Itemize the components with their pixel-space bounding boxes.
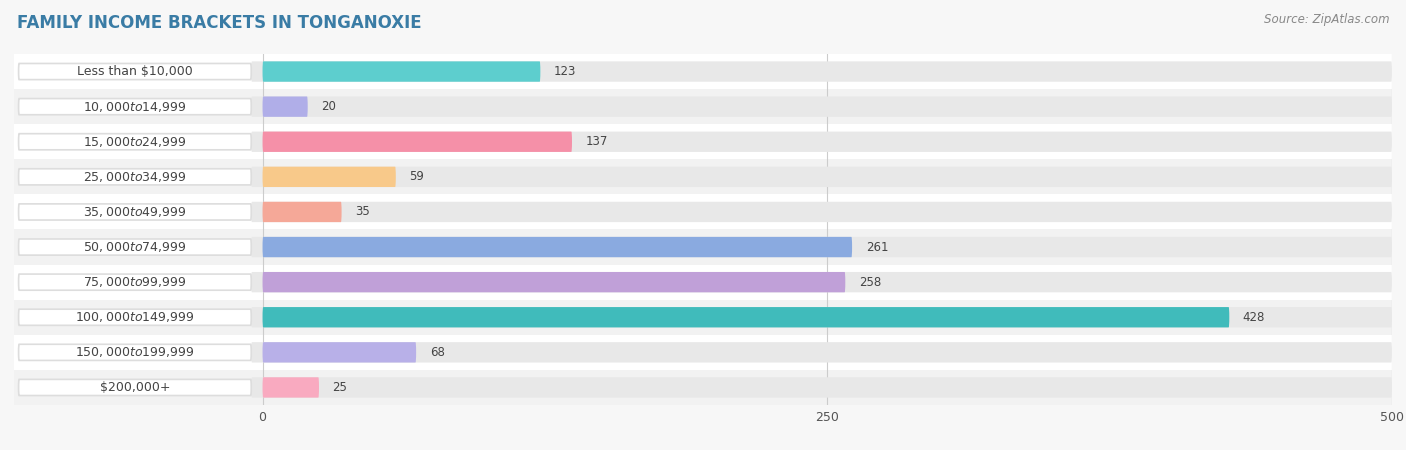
- FancyBboxPatch shape: [18, 99, 252, 115]
- FancyBboxPatch shape: [14, 230, 1392, 265]
- FancyBboxPatch shape: [18, 134, 252, 150]
- FancyBboxPatch shape: [252, 202, 1392, 222]
- Text: $200,000+: $200,000+: [100, 381, 170, 394]
- FancyBboxPatch shape: [252, 237, 1392, 257]
- Text: 25: 25: [333, 381, 347, 394]
- Text: $25,000 to $34,999: $25,000 to $34,999: [83, 170, 187, 184]
- FancyBboxPatch shape: [14, 194, 1392, 230]
- Text: $35,000 to $49,999: $35,000 to $49,999: [83, 205, 187, 219]
- FancyBboxPatch shape: [14, 300, 1392, 335]
- FancyBboxPatch shape: [252, 96, 1392, 117]
- Text: $75,000 to $99,999: $75,000 to $99,999: [83, 275, 187, 289]
- Text: 35: 35: [356, 206, 370, 218]
- FancyBboxPatch shape: [252, 377, 1392, 398]
- FancyBboxPatch shape: [14, 159, 1392, 194]
- Text: $100,000 to $149,999: $100,000 to $149,999: [75, 310, 194, 324]
- FancyBboxPatch shape: [18, 344, 252, 360]
- FancyBboxPatch shape: [18, 309, 252, 325]
- FancyBboxPatch shape: [14, 370, 1392, 405]
- FancyBboxPatch shape: [252, 307, 1392, 328]
- FancyBboxPatch shape: [18, 379, 252, 396]
- FancyBboxPatch shape: [252, 166, 1392, 187]
- Text: 258: 258: [859, 276, 882, 288]
- Text: 59: 59: [409, 171, 425, 183]
- FancyBboxPatch shape: [263, 96, 308, 117]
- FancyBboxPatch shape: [263, 342, 416, 363]
- FancyBboxPatch shape: [18, 204, 252, 220]
- Text: Less than $10,000: Less than $10,000: [77, 65, 193, 78]
- FancyBboxPatch shape: [18, 239, 252, 255]
- Text: $50,000 to $74,999: $50,000 to $74,999: [83, 240, 187, 254]
- FancyBboxPatch shape: [263, 377, 319, 398]
- FancyBboxPatch shape: [252, 272, 1392, 292]
- FancyBboxPatch shape: [263, 131, 572, 152]
- Text: 68: 68: [430, 346, 444, 359]
- FancyBboxPatch shape: [263, 61, 540, 82]
- FancyBboxPatch shape: [14, 124, 1392, 159]
- FancyBboxPatch shape: [18, 63, 252, 80]
- FancyBboxPatch shape: [252, 342, 1392, 363]
- FancyBboxPatch shape: [252, 61, 1392, 82]
- Text: $15,000 to $24,999: $15,000 to $24,999: [83, 135, 187, 149]
- FancyBboxPatch shape: [18, 169, 252, 185]
- FancyBboxPatch shape: [14, 54, 1392, 89]
- Text: $10,000 to $14,999: $10,000 to $14,999: [83, 99, 187, 114]
- FancyBboxPatch shape: [263, 237, 852, 257]
- FancyBboxPatch shape: [252, 131, 1392, 152]
- Text: Source: ZipAtlas.com: Source: ZipAtlas.com: [1264, 14, 1389, 27]
- FancyBboxPatch shape: [263, 272, 845, 292]
- FancyBboxPatch shape: [14, 265, 1392, 300]
- Text: FAMILY INCOME BRACKETS IN TONGANOXIE: FAMILY INCOME BRACKETS IN TONGANOXIE: [17, 14, 422, 32]
- Text: 261: 261: [866, 241, 889, 253]
- Text: 137: 137: [585, 135, 607, 148]
- Text: 123: 123: [554, 65, 576, 78]
- FancyBboxPatch shape: [263, 166, 396, 187]
- Text: 428: 428: [1243, 311, 1265, 324]
- FancyBboxPatch shape: [263, 202, 342, 222]
- Text: 20: 20: [321, 100, 336, 113]
- FancyBboxPatch shape: [18, 274, 252, 290]
- FancyBboxPatch shape: [14, 335, 1392, 370]
- Text: $150,000 to $199,999: $150,000 to $199,999: [75, 345, 194, 360]
- FancyBboxPatch shape: [14, 89, 1392, 124]
- FancyBboxPatch shape: [263, 307, 1229, 328]
